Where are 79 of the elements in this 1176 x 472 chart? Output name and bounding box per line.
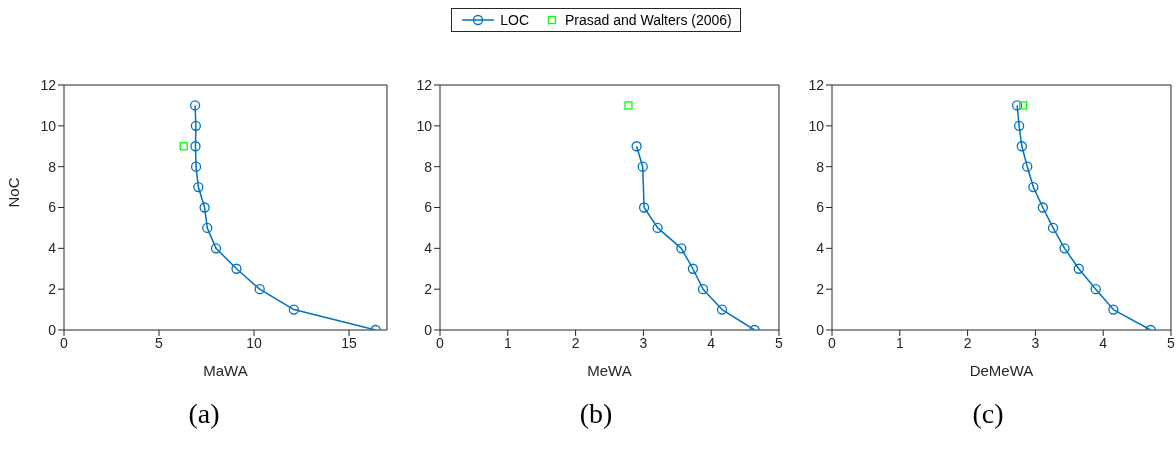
point: [1073, 263, 1084, 274]
point: [190, 161, 202, 172]
x-tick-label: 0: [436, 334, 445, 351]
point: [1016, 141, 1027, 152]
x-tick-label: 1: [503, 334, 512, 351]
y-tick-label: 8: [424, 158, 433, 175]
point: [1013, 120, 1025, 131]
y-tick-label: 8: [48, 158, 57, 175]
point: [687, 263, 699, 274]
x-tick-label: 3: [1031, 334, 1040, 351]
y-tick-label: 4: [48, 240, 57, 257]
y-tick-label: 6: [424, 199, 433, 216]
legend-label: Prasad and Walters (2006): [565, 12, 732, 28]
point: [1022, 161, 1033, 172]
x-axis-title: MaWA: [203, 362, 248, 379]
x-tick-label: 5: [775, 334, 784, 351]
x-tick-label: 3: [639, 334, 648, 351]
x-tick-label: 5: [1167, 334, 1176, 351]
y-tick-label: 2: [816, 281, 825, 298]
text: (a): [187, 398, 221, 430]
point: [1011, 100, 1023, 111]
point: [179, 142, 188, 151]
y-tick-label: 2: [48, 281, 57, 298]
point: [652, 222, 663, 234]
text: (c): [971, 398, 1005, 430]
y-tick-label: 0: [816, 321, 825, 338]
y-tick-label: 12: [416, 76, 433, 93]
point: [190, 120, 202, 131]
point: [1059, 243, 1070, 254]
x-tick-label: 4: [707, 334, 716, 351]
point: [193, 181, 204, 193]
y-axis-title: NoC: [5, 177, 23, 208]
point: [1090, 284, 1101, 295]
point: [631, 141, 642, 152]
point: [189, 100, 201, 111]
point: [288, 304, 300, 315]
x-tick-label: 0: [60, 334, 69, 351]
x-tick-label: 5: [155, 334, 164, 351]
point: [1108, 304, 1119, 315]
y-tick-label: 12: [808, 76, 825, 93]
point: [624, 101, 633, 110]
y-tick-label: 10: [40, 117, 57, 134]
x-tick-label: 4: [1099, 334, 1108, 351]
point: [1037, 202, 1049, 213]
point: [210, 243, 222, 254]
x-axis-title: MeWA: [587, 362, 632, 379]
x-tick-label: 15: [341, 334, 357, 351]
point: [1047, 222, 1059, 234]
y-tick-label: 4: [424, 240, 433, 257]
point: [1028, 181, 1039, 193]
point: [676, 243, 687, 254]
y-tick-label: 10: [416, 117, 433, 134]
y-tick-label: 12: [40, 76, 57, 93]
y-tick-label: 6: [48, 199, 57, 216]
point: [202, 222, 213, 234]
point: [716, 304, 728, 315]
point: [254, 284, 265, 295]
y-tick-label: 0: [424, 321, 433, 338]
x-tick-label: 10: [246, 334, 262, 351]
y-tick-label: 10: [808, 117, 825, 134]
y-tick-label: 4: [816, 240, 825, 257]
point: [231, 263, 242, 274]
x-tick-label: 2: [963, 334, 972, 351]
legend-label: LOC: [500, 12, 529, 28]
point: [199, 202, 210, 213]
y-tick-label: 2: [424, 281, 433, 298]
text: (b): [578, 398, 614, 430]
y-tick-label: 8: [816, 158, 825, 175]
x-tick-label: 1: [895, 334, 904, 351]
point: [637, 161, 648, 172]
x-tick-label: 0: [828, 334, 837, 351]
y-tick-label: 6: [816, 199, 825, 216]
point: [1019, 101, 1028, 110]
x-tick-label: 2: [571, 334, 580, 351]
point: [697, 284, 709, 295]
y-tick-label: 0: [48, 321, 57, 338]
point: [638, 202, 650, 213]
x-axis-title: DeMeWA: [969, 362, 1034, 379]
point: [190, 141, 201, 152]
